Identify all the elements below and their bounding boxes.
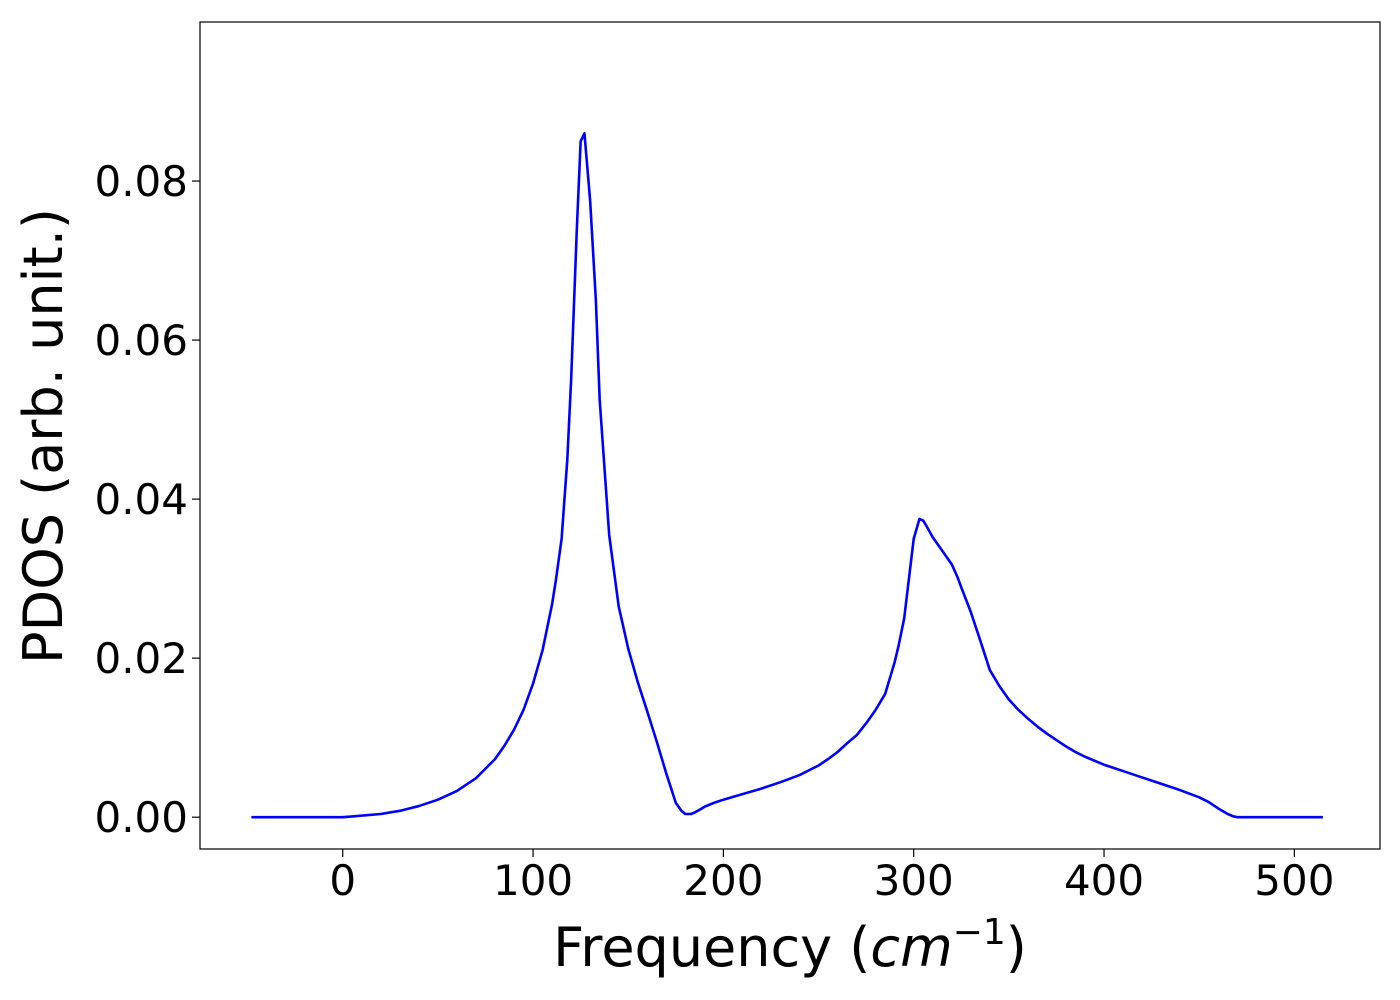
y-tick-label: 0.08 (94, 157, 188, 206)
y-tick-label: 0.04 (94, 475, 188, 524)
x-tick-label: 200 (683, 856, 763, 905)
y-tick-label: 0.00 (94, 793, 188, 842)
x-tick-label: 100 (493, 856, 573, 905)
y-axis-label: PDOS (arb. unit.) (12, 208, 75, 664)
x-axis-ticks: 0 100 200 300 400 500 (329, 849, 1334, 905)
y-tick-label: 0.06 (94, 316, 188, 365)
x-tick-label: 300 (874, 856, 954, 905)
x-tick-label: 400 (1064, 856, 1144, 905)
x-axis-unit-base: cm (870, 916, 952, 979)
x-tick-label: 500 (1254, 856, 1334, 905)
data-layer (251, 132, 1323, 819)
series-line-0 (251, 132, 1323, 819)
y-tick-label: 0.02 (94, 634, 188, 683)
x-tick-label: 0 (329, 856, 356, 905)
plot-background (200, 22, 1380, 849)
y-axis-ticks: 0.00 0.02 0.04 0.06 0.08 (94, 157, 200, 842)
x-axis-unit-exponent: −1 (953, 912, 1006, 953)
plot-frame (199, 21, 1381, 850)
x-axis-label-text: Frequency (553, 916, 832, 979)
x-axis-label: Frequency (cm−1) (553, 912, 1027, 979)
